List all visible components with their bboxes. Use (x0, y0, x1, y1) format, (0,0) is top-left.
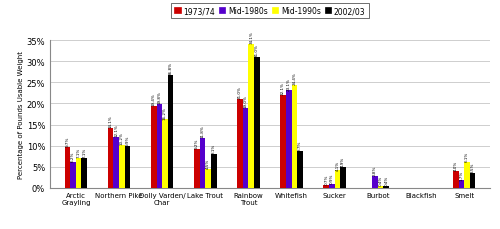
Text: 8.1%: 8.1% (212, 143, 216, 153)
Text: 21.0%: 21.0% (238, 86, 242, 99)
Bar (151, 106, 156, 188)
Text: 0.9%: 0.9% (330, 173, 334, 183)
Text: 1.7%: 1.7% (460, 170, 464, 180)
Text: 19.8%: 19.8% (158, 91, 162, 104)
Text: 26.8%: 26.8% (168, 62, 172, 75)
Bar (64, 147, 70, 188)
Bar (70, 162, 76, 188)
Text: 9.7%: 9.7% (66, 136, 70, 146)
Bar (329, 184, 334, 188)
Bar (168, 76, 173, 188)
Bar (297, 151, 303, 188)
Text: 16.2%: 16.2% (163, 106, 167, 119)
Bar (200, 138, 205, 188)
Bar (108, 129, 114, 188)
Text: 3.5%: 3.5% (470, 162, 474, 172)
Text: 8.7%: 8.7% (298, 140, 302, 150)
Bar (206, 169, 211, 188)
Text: 0.4%: 0.4% (384, 175, 388, 185)
Text: 7.1%: 7.1% (76, 147, 80, 157)
Bar (243, 108, 248, 188)
Text: 31.0%: 31.0% (255, 44, 259, 57)
Text: 12.1%: 12.1% (114, 124, 118, 136)
Bar (334, 171, 340, 188)
Text: 4.9%: 4.9% (341, 156, 345, 166)
Text: 4.0%: 4.0% (454, 160, 458, 170)
Bar (156, 105, 162, 188)
Text: 24.4%: 24.4% (292, 72, 296, 85)
Text: 9.9%: 9.9% (126, 135, 130, 145)
Text: 14.1%: 14.1% (108, 115, 112, 128)
Bar (464, 162, 469, 188)
Bar (119, 145, 124, 188)
Bar (237, 100, 243, 188)
Bar (292, 86, 297, 188)
Bar (82, 158, 87, 188)
Text: 10.2%: 10.2% (120, 131, 124, 144)
Text: 4.1%: 4.1% (336, 160, 340, 170)
Text: 11.8%: 11.8% (200, 125, 204, 138)
Bar (458, 181, 464, 188)
Bar (194, 149, 200, 188)
Bar (124, 146, 130, 188)
Bar (453, 171, 458, 188)
Bar (324, 185, 329, 188)
Text: 0.7%: 0.7% (324, 174, 328, 184)
Bar (378, 186, 384, 188)
Text: 22.1%: 22.1% (281, 82, 285, 94)
Bar (470, 173, 476, 188)
Bar (280, 95, 286, 188)
Text: 23.1%: 23.1% (287, 77, 291, 90)
Text: 7.1%: 7.1% (82, 147, 86, 157)
Legend: 1973/74, Mid-1980s, Mid-1990s, 2002/03: 1973/74, Mid-1980s, Mid-1990s, 2002/03 (172, 4, 368, 19)
Bar (384, 186, 389, 188)
Bar (114, 137, 119, 188)
Bar (372, 176, 378, 188)
Text: 0.4%: 0.4% (378, 175, 382, 185)
Bar (286, 91, 292, 188)
Y-axis label: Percentage of Pounds Usable Weight: Percentage of Pounds Usable Weight (18, 51, 24, 178)
Text: 9.2%: 9.2% (195, 138, 199, 148)
Bar (248, 45, 254, 188)
Text: 4.5%: 4.5% (206, 158, 210, 168)
Text: 19.4%: 19.4% (152, 93, 156, 106)
Text: 6.1%: 6.1% (465, 151, 469, 161)
Text: 6.2%: 6.2% (71, 151, 75, 161)
Bar (254, 58, 260, 188)
Bar (162, 120, 168, 188)
Bar (76, 158, 82, 188)
Bar (211, 154, 216, 188)
Text: 2.8%: 2.8% (373, 165, 377, 175)
Text: 34.1%: 34.1% (249, 31, 253, 44)
Text: 19.0%: 19.0% (244, 95, 248, 107)
Bar (340, 167, 346, 188)
